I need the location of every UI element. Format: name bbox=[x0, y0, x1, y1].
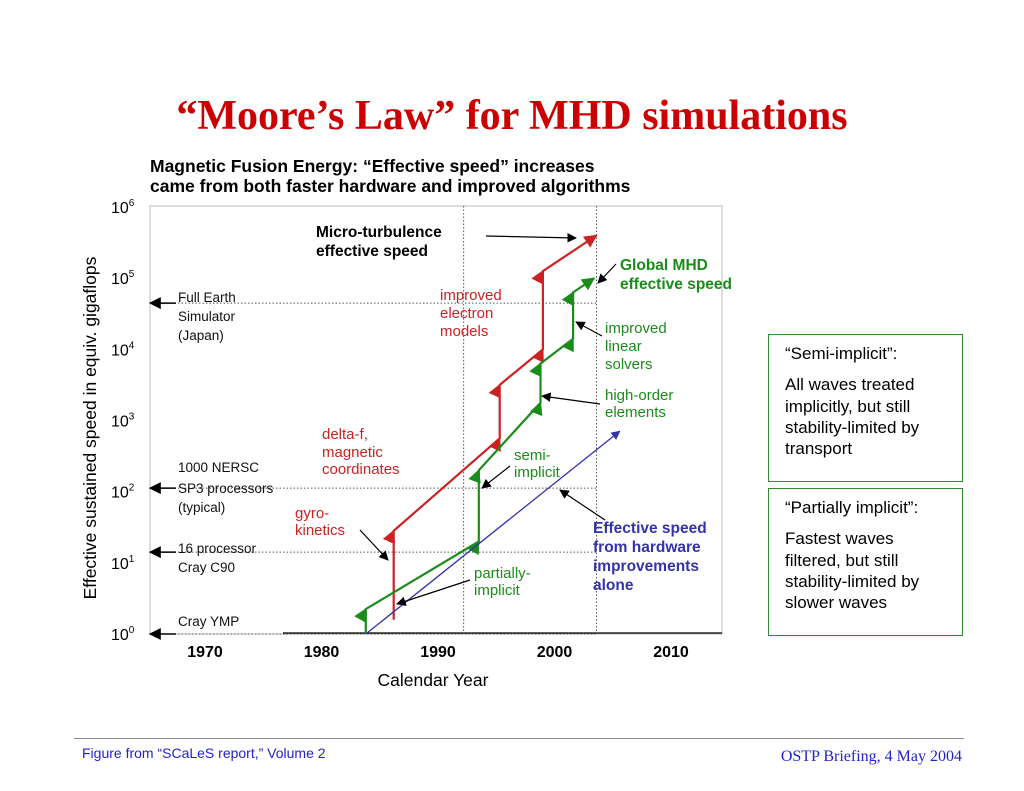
note-heading: “Partially implicit”: bbox=[785, 498, 919, 517]
annotation-high-order-elements: high-order elements bbox=[605, 387, 678, 421]
annotation-improved-linear-solvers: improved linear solvers bbox=[605, 320, 671, 373]
y-tick-label: 101 bbox=[111, 554, 135, 573]
slide-title: “Moore’s Law” for MHD simulations bbox=[176, 93, 848, 139]
reference-label-earth-simulator: Full Earth Simulator (Japan) bbox=[178, 290, 240, 343]
y-tick-label: 102 bbox=[111, 483, 135, 502]
series-line-hardware bbox=[365, 430, 621, 635]
series-line-global-mhd bbox=[354, 277, 596, 634]
footer-briefing: OSTP Briefing, 4 May 2004 bbox=[780, 748, 962, 765]
y-tick-label: 103 bbox=[111, 412, 135, 431]
annotation-arrow bbox=[541, 392, 601, 405]
x-axis-label: Calendar Year bbox=[378, 670, 489, 690]
reference-lines: Full Earth Simulator (Japan) 1000 NERSC … bbox=[148, 290, 597, 640]
y-tick-label: 105 bbox=[111, 269, 135, 288]
annotation-arrow bbox=[485, 233, 577, 243]
y-tick-label: 104 bbox=[111, 340, 135, 359]
annotation-arrow bbox=[359, 529, 389, 561]
annotation-arrow bbox=[481, 465, 511, 489]
reference-label-cray-c90: 16 processor Cray C90 bbox=[178, 541, 260, 575]
reference-label-cray-ymp: Cray YMP bbox=[178, 614, 239, 629]
annotation-semi-implicit: semi- implicit bbox=[514, 447, 561, 481]
annotation-partially-implicit: partially- implicit bbox=[474, 565, 535, 599]
y-ticks: 100 101 102 103 104 105 106 bbox=[111, 198, 135, 644]
x-tick-label: 2000 bbox=[537, 644, 573, 661]
chart: Magnetic Fusion Energy: “Effective speed… bbox=[80, 156, 732, 690]
series-label-global-mhd: Global MHD effective speed bbox=[620, 257, 732, 293]
note-box-partially-implicit: “Partially implicit”: Fastest waves filt… bbox=[768, 488, 963, 636]
annotation-arrow bbox=[575, 321, 603, 337]
x-ticks: 1970 1980 1990 2000 2010 bbox=[187, 644, 689, 661]
footer-divider bbox=[74, 738, 964, 739]
note-box-semi-implicit: “Semi-implicit”: All waves treated impli… bbox=[768, 334, 963, 482]
note-body: Fastest waves filtered, but still stabil… bbox=[785, 529, 920, 612]
y-tick-label: 106 bbox=[111, 198, 135, 217]
x-tick-label: 1990 bbox=[420, 644, 456, 661]
y-axis-label: Effective sustained speed in equiv. giga… bbox=[80, 256, 100, 599]
annotation-arrow bbox=[559, 489, 606, 521]
plot-frame bbox=[149, 205, 723, 635]
note-body: All waves treated implicitly, but still … bbox=[785, 375, 920, 458]
annotation-gyro-kinetics: gyro- kinetics bbox=[295, 505, 345, 539]
series-label-micro-turbulence: Micro-turbulence effective speed bbox=[316, 224, 446, 260]
x-tick-label: 1980 bbox=[304, 644, 340, 661]
y-tick-label: 100 bbox=[111, 625, 135, 644]
annotation-arrow bbox=[396, 579, 471, 606]
annotation-arrow bbox=[597, 263, 617, 284]
x-tick-label: 1970 bbox=[187, 644, 223, 661]
chart-title-line-2: came from both faster hardware and impro… bbox=[150, 176, 631, 196]
series-label-hardware: Effective speed from hardware improvemen… bbox=[593, 520, 711, 594]
note-heading: “Semi-implicit”: bbox=[785, 344, 898, 363]
chart-title-line-1: Magnetic Fusion Energy: “Effective speed… bbox=[150, 156, 595, 176]
annotation-delta-f: delta-f, magnetic coordinates bbox=[322, 426, 400, 478]
footer-source: Figure from “SCaLeS report,” Volume 2 bbox=[82, 745, 326, 761]
reference-label-nersc: 1000 NERSC SP3 processors (typical) bbox=[178, 460, 277, 515]
annotation-improved-electron-models: improved electron models bbox=[440, 287, 506, 340]
x-tick-label: 2010 bbox=[653, 644, 689, 661]
